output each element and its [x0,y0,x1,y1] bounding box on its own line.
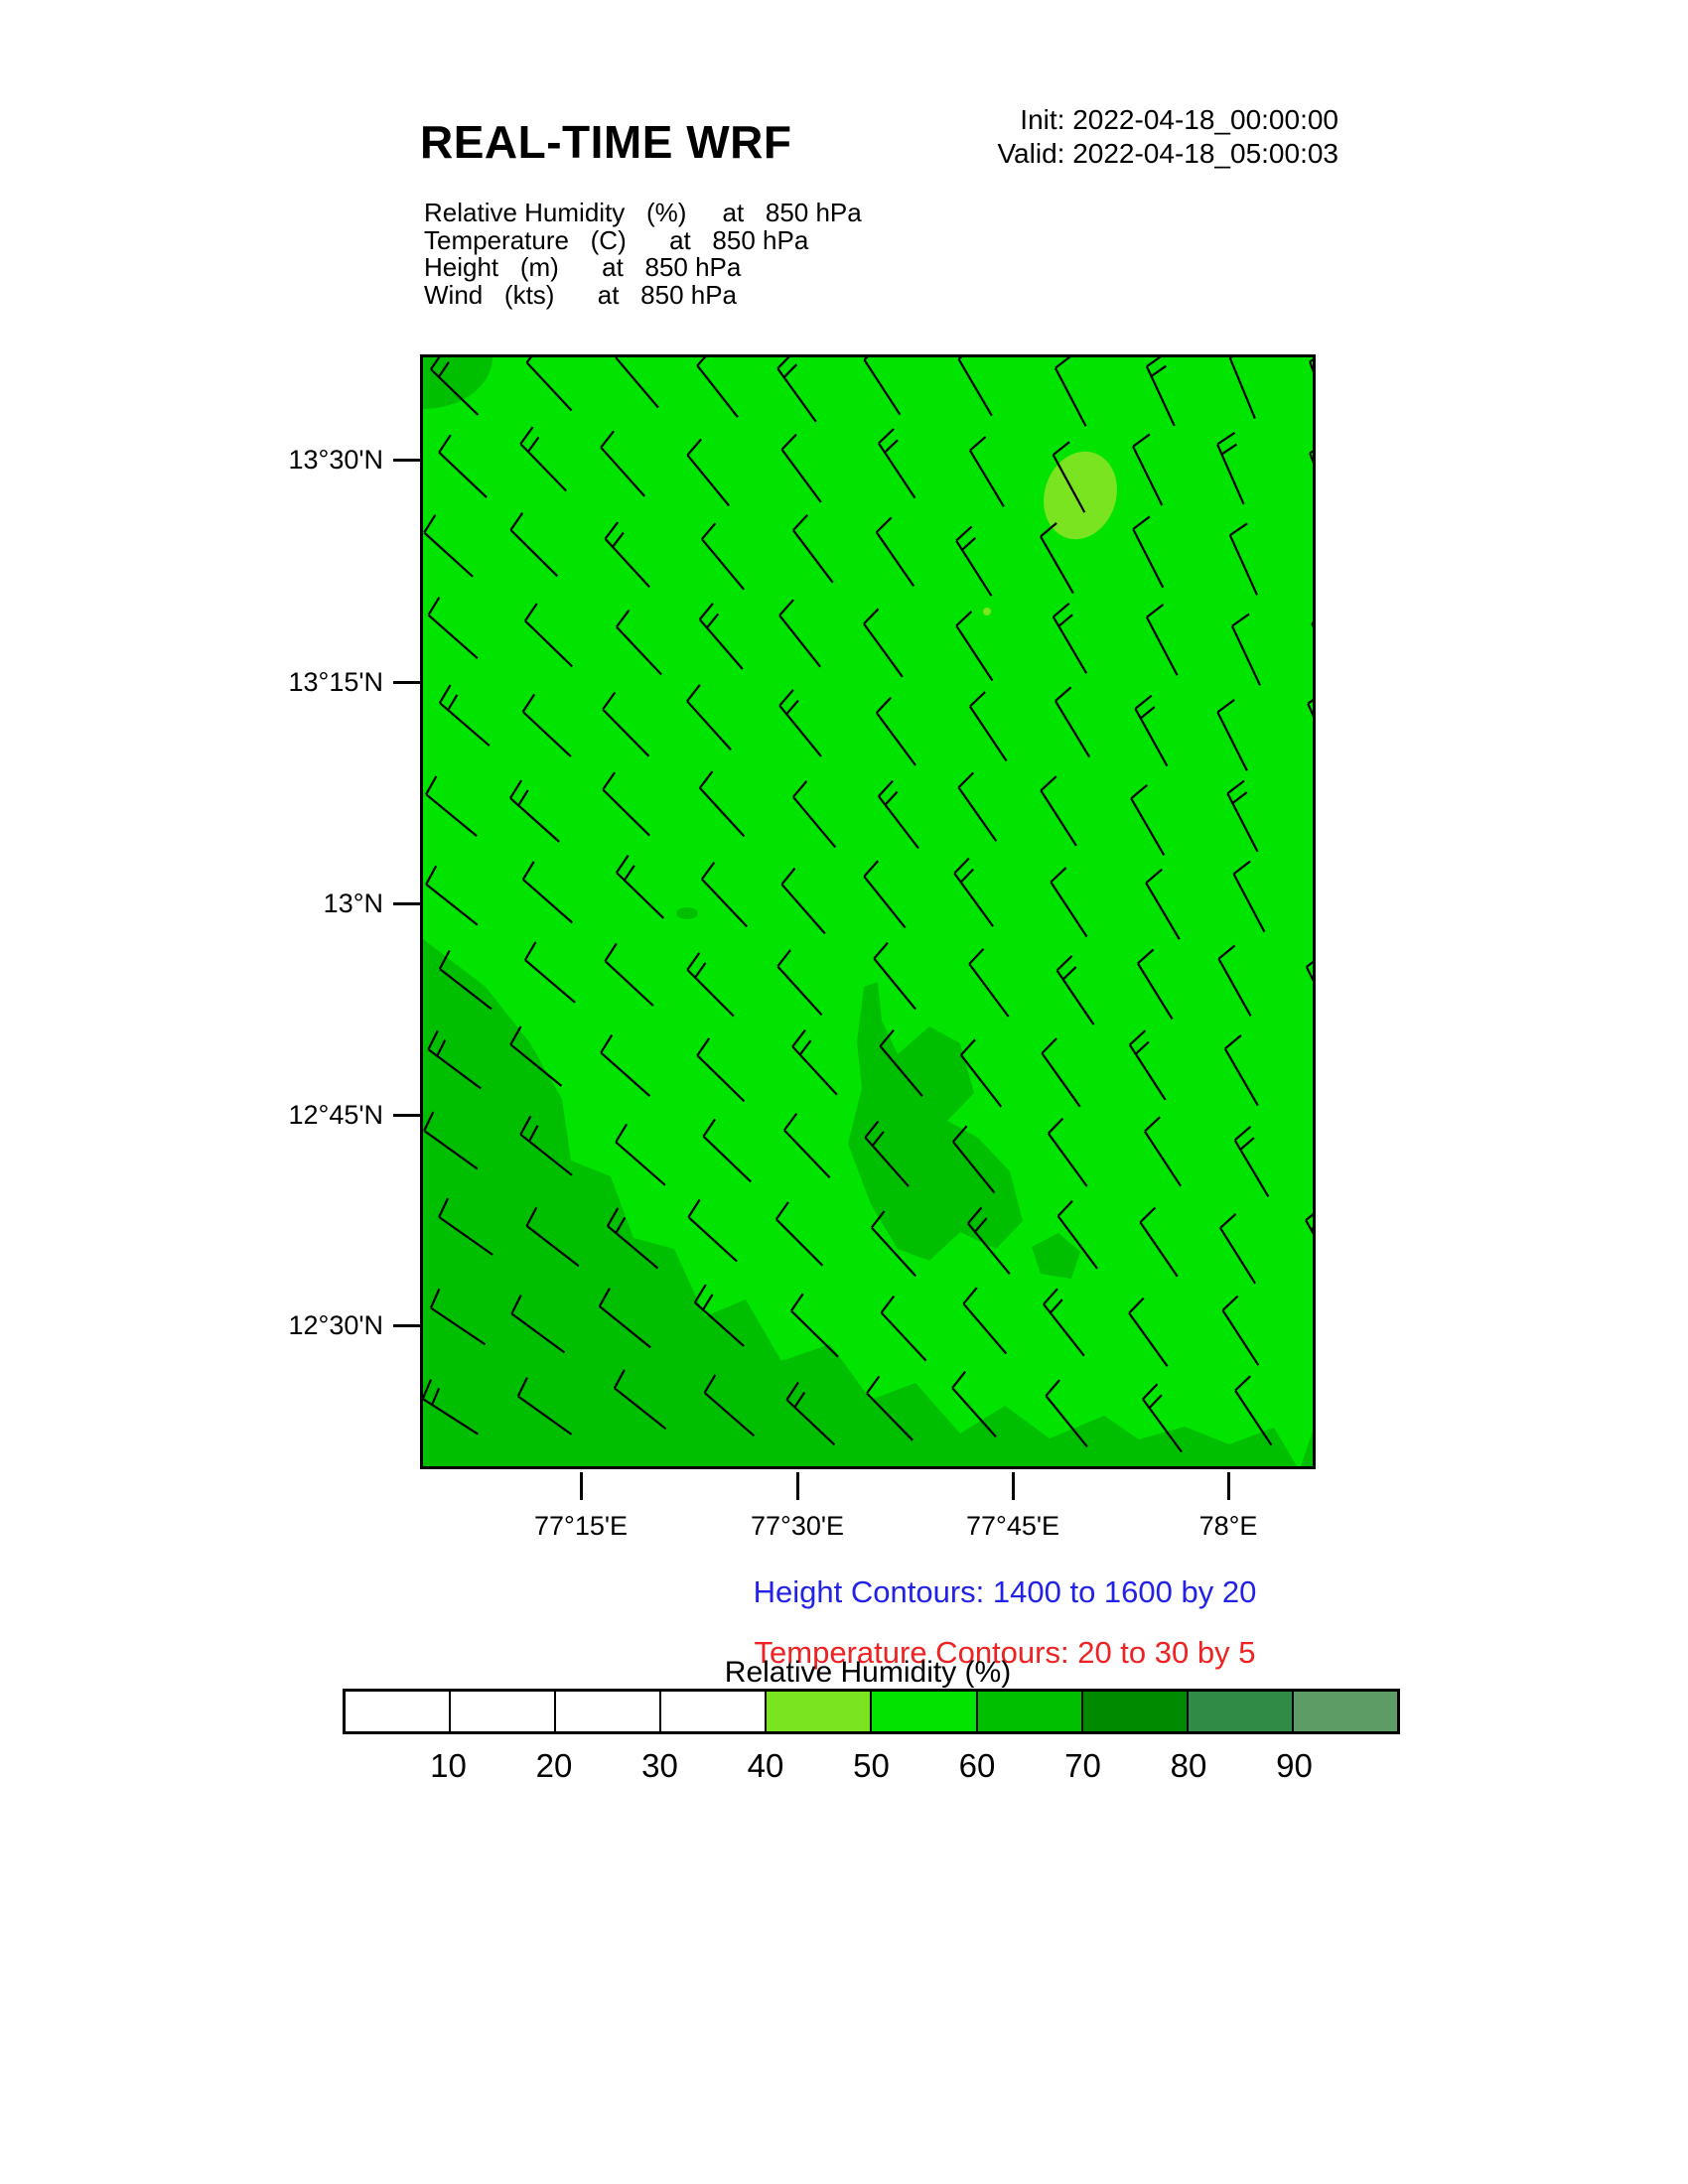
lat-tick [393,902,421,905]
colorbar-cell [1080,1692,1187,1731]
colorbar-tick-label: 70 [1064,1747,1101,1784]
lat-tick [393,1324,421,1327]
timestamp-block: Init: 2022-04-18_00:00:00 Valid: 2022-04… [997,103,1338,171]
rh-60-70-small-blob [1032,1233,1080,1279]
height-contour-note: Height Contours: 1400 to 1600 by 20 [753,1574,1257,1609]
lat-tick-label: 12°30'N [288,1310,383,1340]
rh-60-70-nw-corner-patch [423,357,492,409]
colorbar-tick-label: 10 [430,1747,467,1784]
colorbar [343,1689,1400,1734]
lat-tick [393,459,421,462]
lon-tick-label: 77°45'E [965,1511,1060,1541]
field-line: Wind (kts) at 850 hPa [424,279,738,310]
rh-wind-map [423,357,1313,1466]
lon-tick-label: 77°15'E [533,1511,629,1541]
lon-tick-label: 78°E [1198,1511,1258,1541]
lon-tick [580,1472,583,1500]
colorbar-tick-label: 90 [1276,1747,1313,1784]
colorbar-tick-label: 50 [853,1747,890,1784]
temperature-contour-note: Temperature Contours: 20 to 30 by 5 [754,1635,1256,1670]
lon-tick [796,1472,799,1500]
field-line: Temperature (C) at 850 hPa [424,224,809,255]
map-panel [420,354,1316,1469]
lat-tick [393,1114,421,1117]
colorbar-cell [870,1692,976,1731]
rh-40-50-pocket [1044,451,1117,540]
colorbar-tick-label: 60 [958,1747,996,1784]
lat-tick-label: 13°15'N [288,667,383,697]
colorbar-tick-label: 20 [535,1747,573,1784]
field-line: Height (m) at 850 hPa [424,252,742,282]
colorbar-title: Relative Humidity (%) [724,1656,1012,1689]
field-line: Relative Humidity (%) at 850 hPa [424,198,862,227]
wind-barbs [423,357,1313,1453]
rh-60-70-center-blob [848,982,1023,1261]
colorbar-tick-label: 30 [641,1747,678,1784]
colorbar-tick-label: 40 [747,1747,784,1784]
lon-tick [1012,1472,1015,1500]
lat-tick [393,681,421,684]
colorbar-cell [449,1692,555,1731]
colorbar-cell [1291,1692,1397,1731]
lon-tick-label: 77°30'E [750,1511,845,1541]
colorbar-cell [1186,1692,1292,1731]
lon-tick [1227,1472,1230,1500]
valid-time: Valid: 2022-04-18_05:00:03 [997,138,1338,169]
rh-60-70-se-corner-patch [1301,1432,1313,1466]
rh-60-70-southwest-region [423,939,1297,1466]
colorbar-cell [554,1692,660,1731]
lat-tick-label: 13°30'N [288,445,383,475]
colorbar-cell [346,1692,450,1731]
colorbar-cell [659,1692,766,1731]
colorbar-cell [975,1692,1081,1731]
colorbar-tick-label: 80 [1170,1747,1207,1784]
rh-40-50-speck [983,608,991,615]
variable-legend: Relative Humidity (%) at 850 hPa Temperat… [424,198,862,310]
lat-tick-label: 12°45'N [288,1100,383,1130]
colorbar-cell [765,1692,871,1731]
page-title: REAL-TIME WRF [420,116,792,168]
lat-tick-label: 13°N [323,888,383,918]
rh-60-70-speck [676,907,698,919]
init-time: Init: 2022-04-18_00:00:00 [1020,104,1338,135]
